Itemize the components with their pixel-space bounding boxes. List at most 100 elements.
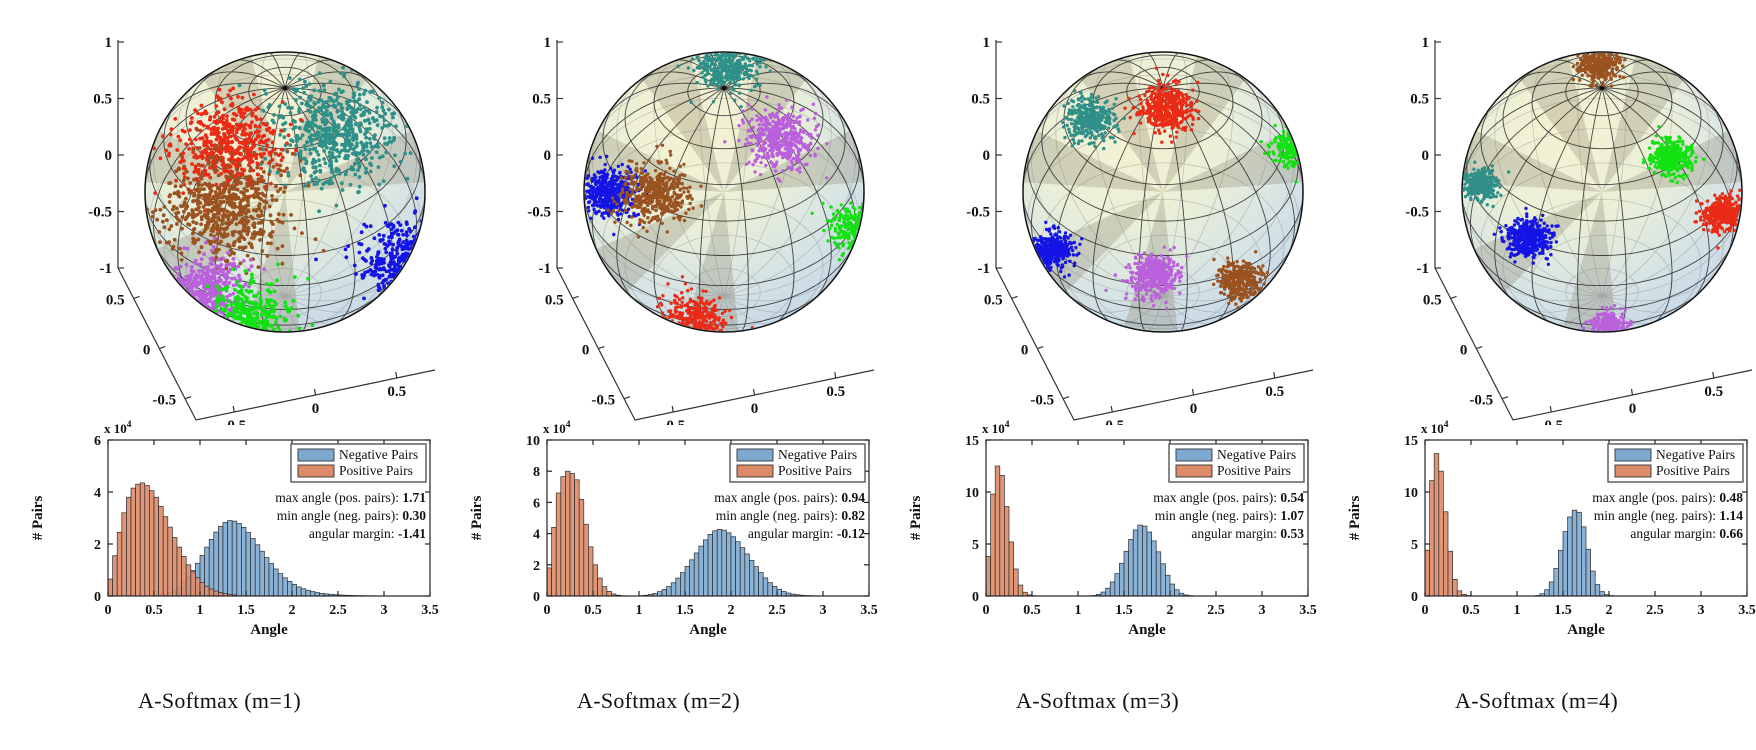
z-tick-label: 0 <box>105 148 113 164</box>
sphere-clusters <box>1024 66 1302 311</box>
z-tick-label: -0.5 <box>1405 205 1429 221</box>
x-tick-label: -0.5 <box>222 418 246 425</box>
sphere-plot-m1: 1 0.5 0 -0.5 -1 0.5 0 -0.5 -0.5 0 0.5 <box>88 35 436 425</box>
y-tick-label: 5 <box>972 538 979 553</box>
y-tick-label: 4 <box>94 486 101 501</box>
z-tick-label: -0.5 <box>527 205 551 221</box>
y-tick-label: 15 <box>1404 434 1418 449</box>
x-tick-label: 3 <box>1259 603 1266 618</box>
cluster-red <box>1123 66 1201 144</box>
z-tick-label: 0 <box>983 148 991 164</box>
sphere-axes <box>995 40 1314 421</box>
x-tick-label: 3.5 <box>421 603 439 618</box>
sphere-axes <box>556 40 875 421</box>
y-axis-exponent: x 104 <box>1421 420 1449 436</box>
x-tick-label: -0.5 <box>1100 418 1124 425</box>
z-tick-label: 0 <box>544 148 552 164</box>
z-tick-label: -1 <box>539 261 552 277</box>
x-tick-label: 0 <box>751 401 759 417</box>
stat-line: angular margin: -0.12 <box>748 526 865 541</box>
x-tick-label: 0 <box>312 401 320 417</box>
sphere-axis-labels: 1 0.5 0 -0.5 -1 0.5 0 -0.5 -0.5 0 0.5 <box>527 35 845 425</box>
sphere-axes <box>1434 40 1753 421</box>
y-tick-label: 10 <box>526 434 540 449</box>
sphere-axis-labels: 1 0.5 0 -0.5 -1 0.5 0 -0.5 -0.5 0 0.5 <box>1405 35 1723 425</box>
cluster-teal <box>1463 160 1511 209</box>
stat-line: min angle (neg. pairs): 1.07 <box>1155 508 1304 523</box>
y-tick-label: 0 <box>1460 343 1468 359</box>
hist-bars-positive <box>1424 453 1472 597</box>
x-tick-label: 0.5 <box>1023 603 1041 618</box>
y-tick-label: -0.5 <box>1030 393 1054 409</box>
legend-positive-label: Positive Pairs <box>339 463 413 478</box>
legend-positive-label: Positive Pairs <box>778 463 852 478</box>
stat-line: min angle (neg. pairs): 0.82 <box>716 508 865 523</box>
z-tick-label: 1 <box>983 35 991 51</box>
caption-m2: A-Softmax (m=2) <box>577 688 740 713</box>
x-tick-label: 1 <box>636 603 643 618</box>
y-tick-label: 0 <box>1411 590 1418 605</box>
sphere-outline <box>144 51 426 333</box>
x-tick-label: 2 <box>728 603 735 618</box>
y-tick-label: 15 <box>965 434 979 449</box>
hist-tick-labels: 0 0.5 1 1.5 2 2.5 3 3.5 0 2 4 6 8 10 <box>526 434 878 618</box>
y-tick-label: 6 <box>533 496 540 511</box>
histogram-plot-m3: 0 0.5 1 1.5 2 2.5 3 3.5 0 5 10 15x 104 # Pairs Angle N… <box>908 420 1317 638</box>
x-tick-label: 3.5 <box>1299 603 1317 618</box>
x-tick-label: 1.5 <box>1554 603 1572 618</box>
y-tick-label: 0.5 <box>984 292 1003 308</box>
cluster-red <box>642 275 755 331</box>
legend-positive-label: Positive Pairs <box>1217 463 1291 478</box>
x-tick-label: 2.5 <box>1207 603 1225 618</box>
sphere-clusters <box>1463 53 1741 331</box>
histogram-plot-m1: 0 0.5 1 1.5 2 2.5 3 3.5 0 2 4 6x 104 # Pairs Angle Neg… <box>30 420 439 638</box>
stat-line: max angle (pos. pairs): 0.54 <box>1153 490 1304 505</box>
panel-m4: 1 0.5 0 -0.5 -1 0.5 0 -0.5 -0.5 0 0.5 0 0.5 1 1.5 2 2.5… <box>1317 0 1756 750</box>
cluster-brown <box>1569 53 1627 89</box>
x-tick-label: 2 <box>289 603 296 618</box>
cluster-blue <box>1492 206 1560 266</box>
y-axis-exponent: x 104 <box>543 420 571 436</box>
sphere-wireframe-front <box>1463 53 1741 331</box>
y-tick-label: 10 <box>965 486 979 501</box>
hist-bars-negative <box>1091 524 1194 597</box>
y-tick-label: 0.5 <box>106 292 125 308</box>
z-tick-label: -0.5 <box>88 205 112 221</box>
histogram-plot-m2: 0 0.5 1 1.5 2 2.5 3 3.5 0 2 4 6 8 10x 104 # Pairs Angle… <box>469 420 878 638</box>
hist-bars-positive <box>985 465 1037 597</box>
z-tick-label: -1 <box>100 261 113 277</box>
y-tick-label: 0.5 <box>1423 292 1442 308</box>
hist-bars-negative <box>1535 509 1614 597</box>
panel-m1: 1 0.5 0 -0.5 -1 0.5 0 -0.5 -0.5 0 0.5 0 0.5 1 1.5 2 2.5… <box>0 0 439 750</box>
panel-m3: 1 0.5 0 -0.5 -1 0.5 0 -0.5 -0.5 0 0.5 0 0.5 1 1.5 2 2.5… <box>878 0 1317 750</box>
z-tick-label: 0.5 <box>93 92 112 108</box>
cluster-teal <box>237 54 415 214</box>
sphere-pole <box>282 85 288 91</box>
z-tick-label: 1 <box>1422 35 1430 51</box>
hist-ylabel: # Pairs <box>908 496 924 541</box>
sphere-clusters <box>585 53 863 331</box>
x-tick-label: 2.5 <box>768 603 786 618</box>
z-tick-label: 0.5 <box>532 92 551 108</box>
cluster-violet <box>1104 245 1189 311</box>
y-tick-label: 0 <box>94 590 101 605</box>
legend-negative-label: Negative Pairs <box>339 447 418 462</box>
y-tick-label: 5 <box>1411 538 1418 553</box>
panel-m2: 1 0.5 0 -0.5 -1 0.5 0 -0.5 -0.5 0 0.5 0 0.5 1 1.5 2 2.5… <box>439 0 878 750</box>
sphere-axis-labels: 1 0.5 0 -0.5 -1 0.5 0 -0.5 -0.5 0 0.5 <box>966 35 1284 425</box>
cluster-red <box>1693 188 1741 250</box>
stat-line: max angle (pos. pairs): 0.94 <box>714 490 865 505</box>
x-tick-label: 2 <box>1606 603 1613 618</box>
sphere-outline <box>1461 51 1743 333</box>
x-tick-label: 0 <box>105 603 112 618</box>
sphere-axis-labels: 1 0.5 0 -0.5 -1 0.5 0 -0.5 -0.5 0 0.5 <box>88 35 406 425</box>
z-tick-label: -1 <box>1417 261 1430 277</box>
hist-bars-positive <box>107 482 238 597</box>
x-tick-label: 3.5 <box>1738 603 1756 618</box>
hist-xlabel: Angle <box>689 622 727 638</box>
y-tick-label: 10 <box>1404 486 1418 501</box>
stat-line: min angle (neg. pairs): 0.30 <box>277 508 426 523</box>
